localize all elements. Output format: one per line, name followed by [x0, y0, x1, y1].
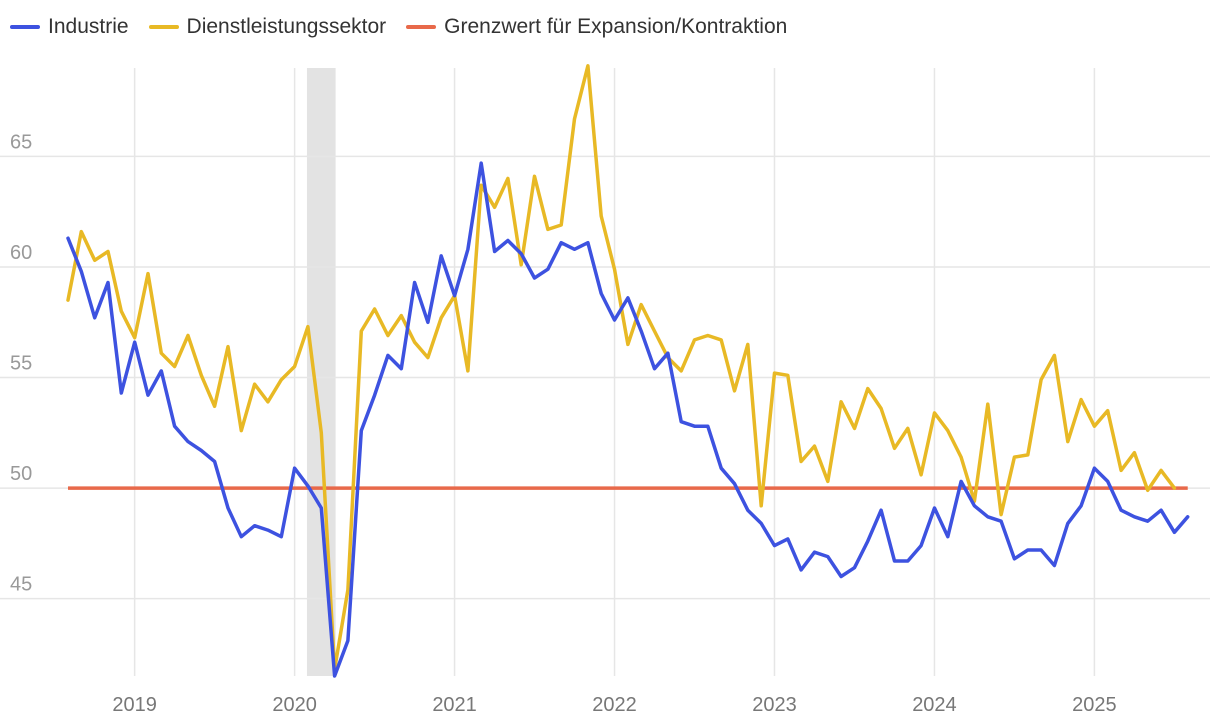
x-tick-label-2019: 2019 — [112, 694, 157, 716]
legend-item-industrie[interactable]: Industrie — [10, 15, 129, 39]
x-tick-label-2025: 2025 — [1072, 694, 1117, 716]
y-tick-label-65: 65 — [10, 131, 32, 153]
legend-label-grenzwert: Grenzwert für Expansion/Kontraktion — [444, 15, 788, 38]
series-line-industrie[interactable] — [66, 161, 1190, 678]
x-tick-label-2020: 2020 — [272, 694, 317, 716]
legend-label-dienstleistungssektor: Dienstleistungssektor — [186, 15, 387, 38]
legend-swatch-grenzwert — [406, 25, 437, 29]
x-tick-label-2023: 2023 — [752, 694, 797, 716]
legend-swatch-industrie — [10, 25, 40, 29]
y-axis: 45 50 55 60 65 — [10, 131, 32, 595]
x-axis: 2019 2020 2021 2022 2023 2024 2025 — [112, 694, 1116, 716]
gridlines — [0, 68, 1210, 676]
legend: Industrie Dienstleistungssektor Grenzwer… — [10, 12, 787, 42]
legend-item-grenzwert[interactable]: Grenzwert für Expansion/Kontraktion — [406, 15, 787, 39]
x-tick-label-2024: 2024 — [912, 694, 957, 716]
legend-label-industrie: Industrie — [48, 15, 129, 38]
y-tick-label-55: 55 — [10, 353, 32, 375]
y-tick-label-60: 60 — [10, 242, 32, 264]
legend-item-dienstleistungssektor[interactable]: Dienstleistungssektor — [148, 15, 387, 39]
y-tick-label-50: 50 — [10, 463, 32, 485]
y-tick-label-45: 45 — [10, 574, 32, 596]
x-tick-label-2021: 2021 — [432, 694, 477, 716]
x-tick-label-2022: 2022 — [592, 694, 637, 716]
series-layer — [66, 64, 1190, 678]
legend-swatch-dienstleistungssektor — [148, 25, 179, 29]
